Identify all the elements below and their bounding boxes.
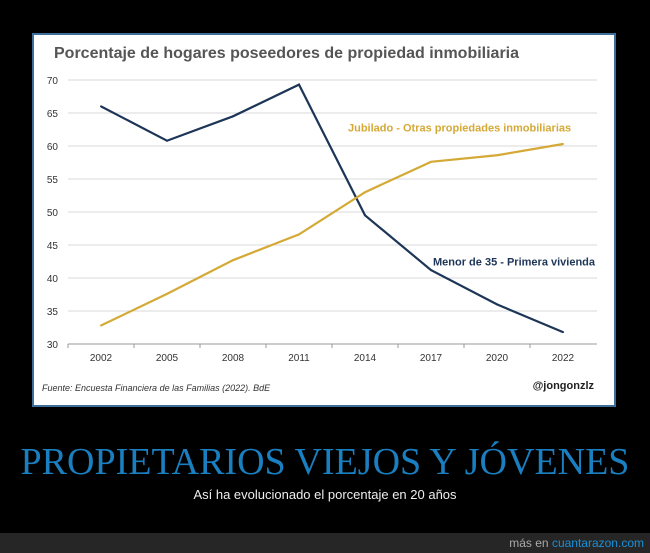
y-tick-label: 65	[47, 109, 59, 120]
data-point	[562, 143, 564, 146]
chart-title: Porcentaje de hogares poseedores de prop…	[54, 45, 520, 62]
data-point	[232, 115, 234, 118]
data-point	[100, 324, 102, 327]
y-tick-label: 60	[47, 142, 59, 153]
chart-credit: @jongonzlz	[532, 380, 594, 392]
data-point	[496, 154, 498, 157]
data-point	[298, 233, 300, 236]
series-label: Jubilado - Otras propiedades inmobiliari…	[348, 122, 571, 134]
x-tick-label: 2020	[486, 353, 509, 364]
series-line	[100, 83, 564, 334]
y-tick-label: 40	[47, 274, 59, 285]
y-tick-label: 55	[47, 175, 59, 186]
y-tick-label: 35	[47, 307, 59, 318]
data-point	[364, 191, 366, 194]
data-point	[100, 105, 102, 108]
x-tick-label: 2011	[288, 353, 310, 364]
chart-source: Fuente: Encuesta Financiera de las Famil…	[42, 383, 271, 393]
footer-prefix: más en	[509, 536, 549, 550]
caption-headline: PROPIETARIOS VIEJOS Y JÓVENES	[20, 441, 630, 483]
caption-subtitle: Así ha evolucionado el porcentaje en 20 …	[193, 487, 457, 502]
y-tick-label: 70	[47, 76, 59, 87]
data-point	[496, 303, 498, 306]
x-tick-label: 2005	[156, 353, 179, 364]
footer-bar: más en cuantarazon.com	[0, 533, 650, 553]
y-tick-label: 50	[47, 208, 59, 219]
y-tick-label: 45	[47, 241, 59, 252]
x-tick-label: 2017	[420, 353, 443, 364]
line-chart: 30 35 40 45 50 55 60 65 70 2002 2005 2008 2011 2014 20…	[47, 76, 597, 364]
footer-site-link[interactable]: cuantarazon.com	[551, 536, 644, 550]
x-tick-label: 2002	[90, 353, 113, 364]
data-point	[430, 269, 432, 272]
data-point	[166, 292, 168, 295]
data-point	[298, 83, 300, 86]
y-tick-label: 30	[47, 340, 59, 351]
data-point	[364, 214, 366, 217]
x-tick-label: 2014	[354, 353, 377, 364]
chart-card: Porcentaje de hogares poseedores de prop…	[32, 33, 616, 407]
data-point	[232, 259, 234, 262]
data-point	[562, 331, 564, 334]
series-line	[100, 142, 564, 327]
data-point	[430, 160, 432, 163]
x-tick-label: 2022	[552, 353, 575, 364]
data-point	[166, 139, 168, 142]
x-tick-label: 2008	[222, 353, 245, 364]
series-label: Menor de 35 - Primera vivienda	[433, 256, 596, 268]
